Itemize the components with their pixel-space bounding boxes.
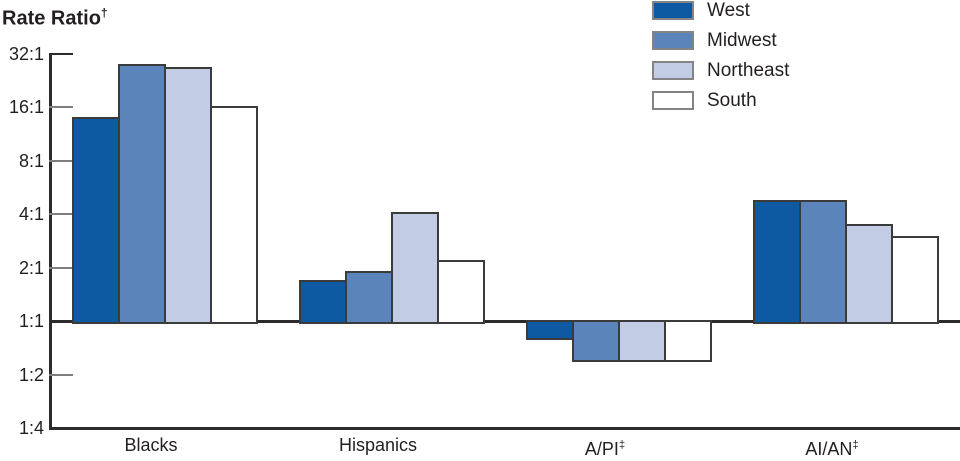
y-tick-label: 1:4 (18, 418, 44, 438)
legend-item-label: South (707, 89, 757, 111)
category-label-dagger: ‡ (852, 439, 859, 451)
legend-item-label: West (707, 0, 750, 21)
y-tick-label: 1:1 (18, 311, 44, 331)
bar-northeast-api (618, 320, 666, 363)
y-tick-8-1 (49, 159, 73, 162)
bar-midwest-blacks (118, 63, 166, 324)
y-tick-1-2 (49, 373, 73, 376)
y-tick-label: 16:1 (8, 97, 44, 117)
legend-item-south: South (652, 89, 789, 111)
bar-south-hispanics (437, 260, 485, 324)
bar-midwest-hispanics (345, 271, 393, 324)
legend-item-northeast: Northeast (652, 59, 790, 81)
legend-swatch-west (652, 1, 694, 20)
legend-swatch-midwest (652, 31, 694, 50)
category-label-text: Hispanics (338, 435, 418, 455)
category-label-text: Blacks (124, 435, 178, 455)
category-label-text: AI/AN (805, 439, 853, 459)
y-tick-32-1 (49, 52, 73, 55)
y-tick-4-1 (49, 213, 73, 215)
legend-swatch-south (652, 91, 694, 110)
bar-midwest-aian (799, 199, 847, 324)
x-axis-line (49, 427, 960, 430)
y-tick-2-1 (49, 266, 73, 269)
legend-swatch-northeast (652, 61, 694, 80)
bar-midwest-api (572, 320, 620, 363)
bar-northeast-blacks (164, 66, 212, 324)
bar-northeast-aian (845, 224, 893, 324)
bar-south-api (664, 320, 712, 363)
chart-title: Rate Ratio† (2, 6, 108, 31)
y-tick-label: 2:1 (18, 257, 44, 278)
bar-south-aian (891, 236, 939, 324)
bar-northeast-hispanics (391, 212, 439, 324)
y-axis-line (49, 52, 52, 430)
category-label-text: A/PI (584, 439, 619, 459)
y-tick-label: 8:1 (18, 150, 44, 171)
category-label-aian: AI/AN‡ (762, 435, 902, 459)
category-label-api: A/PI‡ (535, 435, 675, 459)
y-tick-label: 4:1 (18, 204, 44, 224)
bar-south-blacks (210, 106, 258, 324)
chart-title-text: Rate Ratio (2, 7, 101, 30)
y-tick-16-1 (49, 106, 73, 108)
category-label-hispanics: Hispanics (308, 435, 448, 455)
y-tick-label: 1:2 (18, 364, 44, 385)
legend-item-west: West (652, 0, 789, 21)
bar-west-api (526, 320, 574, 341)
bar-west-aian (753, 199, 801, 324)
chart-title-dagger: † (100, 6, 108, 20)
bar-west-blacks (72, 117, 120, 324)
category-label-dagger: ‡ (618, 439, 626, 451)
legend-item-midwest: Midwest (652, 29, 789, 51)
legend: West Midwest Northeast South (652, 0, 790, 111)
category-label-blacks: Blacks (81, 435, 221, 455)
baseline-1-1 (49, 320, 960, 323)
bar-west-hispanics (299, 280, 347, 324)
y-tick-label: 32:1 (8, 43, 44, 64)
legend-item-label: Northeast (707, 59, 790, 81)
legend-item-label: Midwest (707, 29, 777, 51)
